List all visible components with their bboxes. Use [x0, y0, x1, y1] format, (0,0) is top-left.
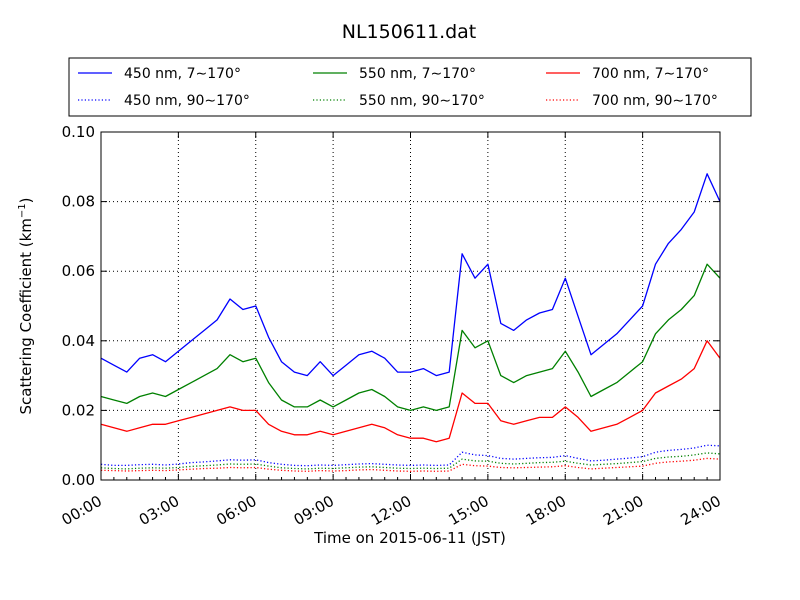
legend-label-0: 450 nm, 7∼170° [124, 66, 241, 82]
x-tick-label: 06:00 [213, 492, 259, 529]
chart-series-group [100, 173, 721, 472]
series-line-2 [100, 263, 721, 412]
legend-box [68, 57, 752, 117]
chart-grid [101, 132, 720, 480]
y-tick-label: 0.00 [62, 471, 95, 489]
legend-label-2: 550 nm, 7∼170° [359, 66, 476, 82]
y-tick-label: 0.08 [62, 193, 95, 211]
y-tick-label: 0.02 [62, 401, 95, 419]
series-line-4 [100, 340, 721, 443]
legend-label-3: 550 nm, 90∼170° [359, 93, 485, 109]
x-tick-label: 21:00 [600, 492, 646, 529]
chart-legend: 450 nm, 7∼170° 550 nm, 7∼170° 700 nm, 7∼17… [68, 57, 752, 117]
y-axis-label-main: Scattering Coefficient (km [17, 218, 35, 414]
x-tick-label: 18:00 [523, 492, 569, 529]
y-axis-label: Scattering Coefficient (km−1) [17, 197, 35, 414]
y-tick-label: 0.06 [62, 262, 95, 280]
x-tick-label: 00:00 [59, 492, 105, 529]
x-tick-label: 12:00 [368, 492, 414, 529]
series-line-5 [100, 457, 721, 472]
x-tick-label: 15:00 [445, 492, 491, 529]
series-line-1 [100, 444, 721, 467]
x-tick-label: 03:00 [136, 492, 182, 529]
legend-label-1: 450 nm, 90∼170° [124, 93, 250, 109]
legend-label-5: 700 nm, 90∼170° [592, 93, 718, 109]
y-tick-label: 0.10 [62, 123, 95, 141]
x-tick-label: 09:00 [291, 492, 337, 529]
legend-label-4: 700 nm, 7∼170° [592, 66, 709, 82]
x-axis-label: Time on 2015-06-11 (JST) [313, 529, 506, 547]
chart-title: NL150611.dat [342, 21, 477, 43]
y-axis-label-close: ) [17, 197, 35, 203]
series-line-3 [100, 452, 721, 470]
y-tick-label: 0.04 [62, 332, 95, 350]
x-tick-label: 24:00 [678, 492, 724, 529]
y-axis-label-exponent: −1 [17, 203, 28, 218]
series-line-0 [100, 173, 721, 377]
